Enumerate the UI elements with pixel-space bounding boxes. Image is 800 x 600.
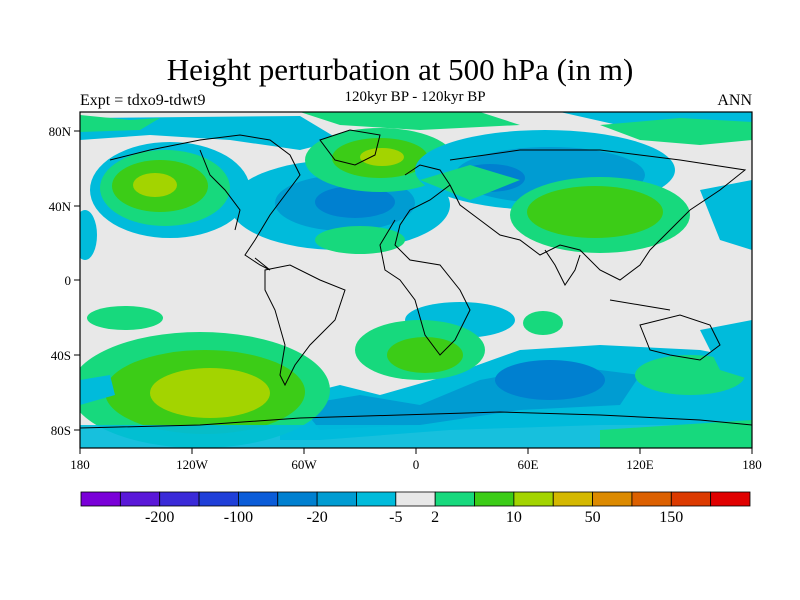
map-field <box>80 112 752 448</box>
lat-tick-label: 80N <box>49 124 72 139</box>
season-label: ANN <box>717 92 752 109</box>
colorbar-swatch <box>316 491 357 507</box>
colorbar-swatch <box>552 491 593 507</box>
lat-tick-label: 40N <box>49 199 72 214</box>
colorbar-swatch <box>119 491 161 507</box>
lon-tick-label: 120E <box>626 457 654 472</box>
colorbar-label: 150 <box>659 509 683 526</box>
colorbar-swatch <box>198 491 239 507</box>
colorbar-swatch <box>631 491 672 507</box>
colorbar-label: -100 <box>224 509 253 526</box>
colorbar-labels: -200 -100 -20 -5 2 10 50 150 <box>145 509 683 526</box>
experiment-label: Expt = tdxo9-tdwt9 <box>80 92 206 109</box>
lon-labels: 180 120W 60W 0 60E 120E 180 <box>70 457 762 472</box>
colorbar-swatch <box>434 491 475 507</box>
colorbar-swatch <box>592 491 633 507</box>
colorbar-swatch <box>395 491 436 507</box>
lat-tick-label: 40S <box>51 348 71 363</box>
lat-tick-label: 80S <box>51 423 71 438</box>
colorbar-swatch <box>159 491 200 507</box>
colorbar-swatch <box>80 491 121 507</box>
colorbar-swatch <box>670 491 712 507</box>
colorbar <box>80 491 751 507</box>
colorbar-label: -5 <box>389 509 402 526</box>
colorbar-label: -20 <box>306 509 327 526</box>
colorbar-label: -200 <box>145 509 174 526</box>
lon-tick-label: 60E <box>518 457 539 472</box>
colorbar-swatch <box>277 491 318 507</box>
axis-ticks <box>74 130 753 454</box>
lon-tick-label: 0 <box>413 457 420 472</box>
coastlines <box>80 129 752 429</box>
lon-tick-label: 60W <box>291 457 317 472</box>
colorbar-label: 10 <box>506 509 522 526</box>
colorbar-swatch <box>710 491 751 507</box>
lon-tick-label: 180 <box>70 457 90 472</box>
colorbar-swatch <box>474 491 515 507</box>
lon-tick-label: 120W <box>176 457 209 472</box>
map-subtitle: 120kyr BP - 120kyr BP <box>344 89 486 105</box>
colorbar-swatch <box>513 491 554 507</box>
lat-labels: 80N 40N 0 40S 80S <box>49 124 72 438</box>
colorbar-label: 50 <box>585 509 601 526</box>
colorbar-swatch <box>356 491 397 507</box>
lat-tick-label: 0 <box>65 273 72 288</box>
colorbar-swatch <box>238 491 279 507</box>
map-title: Height perturbation at 500 hPa (in m) <box>166 52 634 87</box>
lon-tick-label: 180 <box>742 457 762 472</box>
colorbar-label: 2 <box>431 509 439 526</box>
